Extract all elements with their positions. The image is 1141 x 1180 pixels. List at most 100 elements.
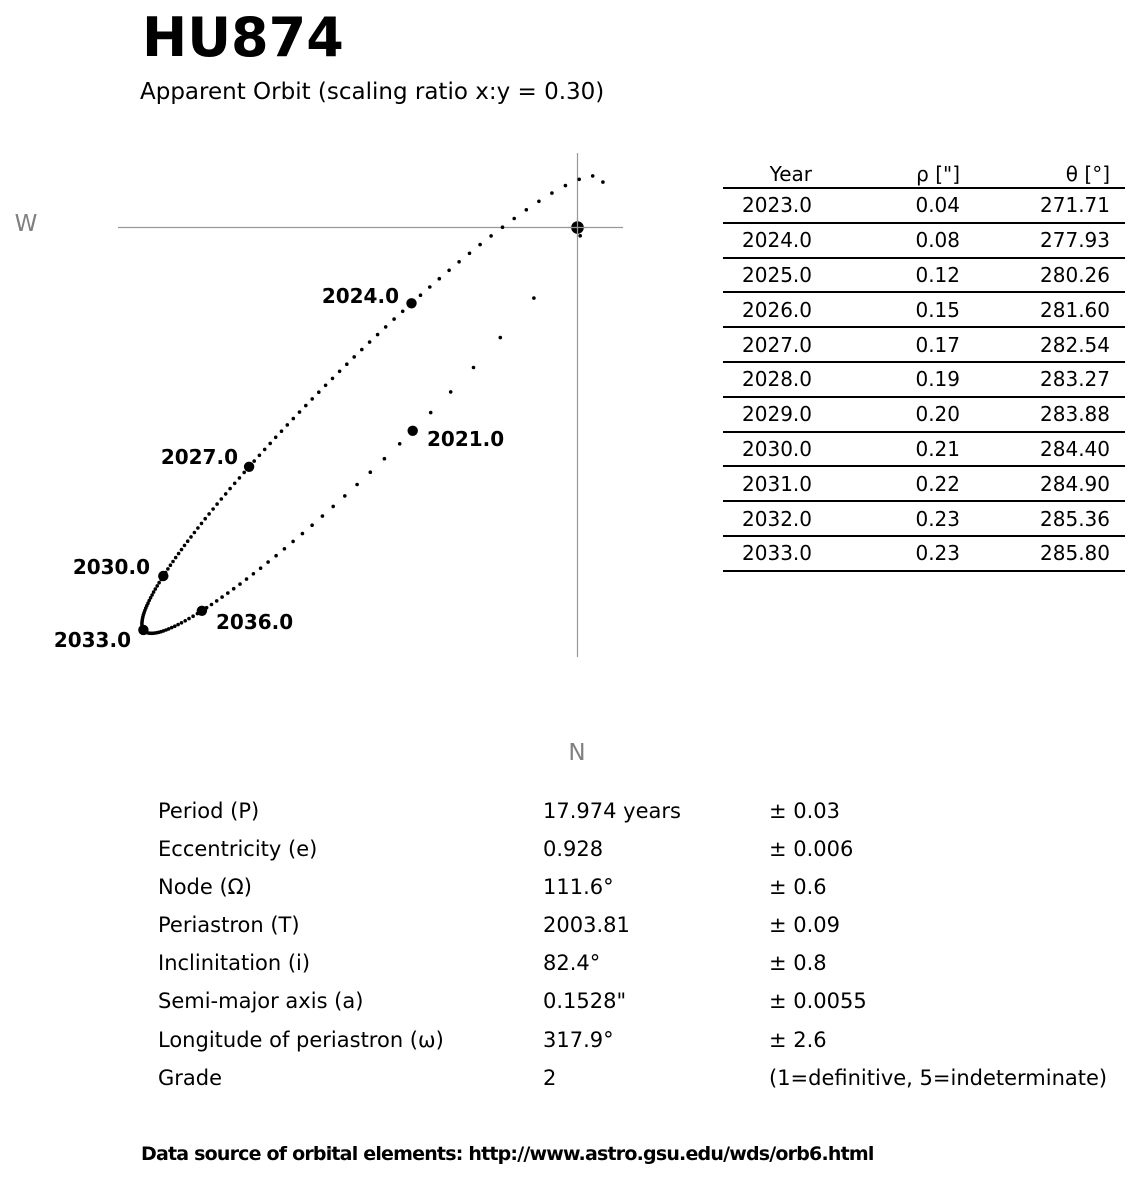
element-error: (1=definitive, 5=indeterminate)	[769, 1065, 1108, 1090]
orbit-dot	[220, 595, 224, 599]
orbit-dot	[368, 470, 373, 475]
orbit-dot	[176, 622, 180, 627]
orbit-dot	[310, 397, 315, 401]
orbit-dot	[157, 580, 161, 585]
table-cell: 284.90	[960, 466, 1125, 503]
element-label: Node (Ω)	[158, 875, 252, 900]
table-cell: 0.15	[812, 292, 960, 329]
table-cell: 282.54	[960, 327, 1125, 363]
orbit-dot	[382, 456, 387, 461]
table-cell: 283.88	[960, 396, 1125, 433]
year-labels: 2021.0 2024.0 2027.0 2030.0 2033.0 2036.0	[54, 284, 504, 652]
table-row: 2025.0 0.12 280.26	[723, 257, 1125, 294]
chart-subtitle: Apparent Orbit (scaling ratio x:y = 0.30…	[140, 79, 605, 105]
element-error: ± 0.6	[769, 875, 827, 900]
table-header-row: Year ρ ["] θ [°]	[723, 160, 1125, 189]
table-cell: 2025.0	[723, 257, 812, 294]
orbit-dot	[257, 453, 262, 458]
orbit-dot	[337, 369, 342, 374]
orbit-dot	[231, 586, 236, 591]
orbit-dot	[232, 481, 237, 486]
data-source-note: Data source of orbital elements: http://…	[141, 1143, 874, 1165]
orbit-dot	[266, 560, 270, 564]
year-label-2024.0: 2024.0	[322, 284, 399, 308]
orbit-dot	[601, 180, 605, 184]
element-row: Grade 2 (1=definitive, 5=indeterminate)	[158, 1059, 1108, 1097]
table-cell: 0.12	[812, 257, 960, 294]
orbit-dot	[192, 530, 197, 535]
element-value: 111.6°	[543, 875, 614, 900]
element-label: Longitude of periastron (ω)	[158, 1027, 444, 1052]
table-cell: 2031.0	[723, 466, 812, 503]
element-row: Longitude of periastron (ω) 317.9° ± 2.6	[158, 1021, 1108, 1059]
orbit-dot	[367, 340, 372, 344]
orbit-dot	[211, 507, 215, 511]
element-label: Inclinitation (i)	[158, 951, 311, 976]
table-row: 2024.0 0.08 277.93	[723, 222, 1125, 259]
orbit-dot	[524, 208, 529, 212]
table-cell: 0.22	[812, 466, 960, 503]
orbit-dot	[268, 441, 273, 446]
orbit-dot	[392, 317, 396, 321]
orbit-dot	[590, 174, 595, 178]
table-cell: 2033.0	[723, 535, 812, 572]
orbit-dot-2021.0	[407, 425, 418, 436]
table-cell: 0.21	[812, 431, 960, 468]
orbit-dot	[282, 547, 287, 551]
orbit-dot	[176, 551, 181, 556]
orbit-dot	[207, 512, 211, 516]
orbit-dot	[191, 614, 195, 618]
table-cell: 2030.0	[723, 431, 812, 468]
table-cell: 285.80	[960, 535, 1125, 572]
orbit-dot	[291, 416, 296, 421]
ephemeris-table-body: 2023.0 0.04 271.71 2024.0 0.08 277.93 2025.0 0.…	[723, 188, 1125, 572]
element-value: 2003.81	[543, 913, 630, 938]
orbit-dot	[375, 332, 380, 337]
orbit-dot	[252, 459, 256, 463]
orbit-dot	[237, 476, 242, 480]
orbit-dot	[169, 625, 174, 630]
orbit-dot	[478, 242, 482, 247]
orbit-dot	[418, 293, 423, 298]
table-cell: 283.27	[960, 361, 1125, 398]
orbit-dot	[179, 621, 184, 625]
element-label: Grade	[158, 1065, 223, 1090]
orbit-dot	[489, 234, 493, 238]
orbit-dot	[360, 347, 364, 352]
orbit-dot	[155, 584, 159, 588]
orbit-dot	[215, 502, 219, 506]
orbit-dot	[171, 559, 175, 564]
element-value: 82.4°	[543, 951, 601, 976]
orbit-dot	[168, 563, 173, 567]
orbit-dot	[428, 285, 432, 289]
orbit-dot	[199, 521, 204, 526]
table-cell: 284.40	[960, 431, 1125, 468]
orbit-dot	[383, 325, 388, 329]
orbit-dot	[447, 268, 451, 273]
element-label: Semi-major axis (a)	[158, 989, 364, 1014]
orbit-dot	[189, 535, 193, 539]
orbit-dot	[274, 553, 278, 558]
orbit-dot	[209, 602, 214, 607]
orbit-dot	[323, 383, 328, 388]
orbit-dot	[182, 543, 187, 548]
element-error: ± 0.8	[769, 951, 827, 976]
orbit-dot	[203, 516, 207, 521]
orbit-dot	[345, 362, 349, 367]
orbit-dot	[330, 376, 335, 381]
orbit-dot-2027.0	[243, 461, 255, 472]
table-cell: 2026.0	[723, 292, 812, 329]
table-cell: 2027.0	[723, 327, 812, 363]
orbit-dot	[187, 616, 191, 621]
orbit-dot	[147, 598, 151, 603]
year-label-2036.0: 2036.0	[216, 610, 293, 634]
primary-star-marker	[568, 218, 587, 237]
element-row: Period (P) 17.974 years ± 0.03	[158, 792, 1108, 830]
orbit-dot	[173, 555, 178, 560]
table-cell: 0.19	[812, 361, 960, 398]
orbit-dot	[550, 191, 554, 195]
ephemeris-table: Year ρ ["] θ [°] 2023.0 0.04 271.71 2024.0 0…	[723, 160, 1125, 572]
table-cell: 0.23	[812, 501, 960, 537]
table-cell: 271.71	[960, 188, 1125, 224]
